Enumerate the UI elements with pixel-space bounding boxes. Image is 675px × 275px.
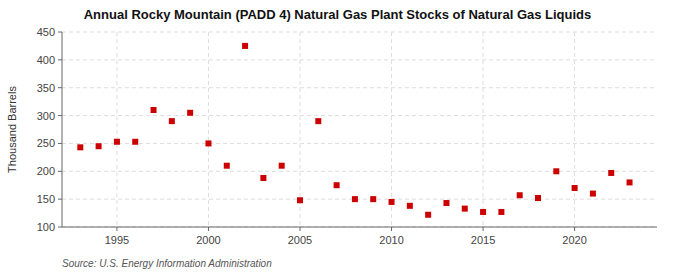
x-grid-line xyxy=(116,32,117,227)
x-tick-label: 1995 xyxy=(105,234,129,246)
point xyxy=(480,209,486,215)
y-axis-label: Thousand Barrels xyxy=(6,86,18,173)
point xyxy=(352,196,358,202)
points xyxy=(77,43,632,218)
point xyxy=(370,196,376,202)
point xyxy=(572,185,578,191)
chart-container: 100 150 200 250 300 350 400 450 1995 2000 2005 2010… xyxy=(0,0,675,275)
point xyxy=(425,212,431,218)
point xyxy=(315,118,321,124)
point xyxy=(96,143,102,149)
y-grid-line xyxy=(62,199,657,200)
point xyxy=(517,192,523,198)
point xyxy=(297,197,303,203)
y-grid-line xyxy=(62,171,657,172)
x-grid-line xyxy=(574,32,575,227)
y-grid-line xyxy=(62,32,657,33)
y-tick-label: 450 xyxy=(37,26,55,38)
y-grid-line xyxy=(62,115,657,116)
point xyxy=(132,139,138,145)
chart-svg: 100 150 200 250 300 350 400 450 1995 2000 2005 2010… xyxy=(0,0,675,275)
point xyxy=(279,163,285,169)
x-tick xyxy=(483,227,484,231)
point xyxy=(260,175,266,181)
x-tick xyxy=(574,227,575,231)
point xyxy=(608,170,614,176)
point xyxy=(205,140,211,146)
y-tick xyxy=(58,143,62,144)
point xyxy=(462,206,468,212)
x-axis-line xyxy=(62,227,657,228)
x-tick-label: 2015 xyxy=(471,234,495,246)
x-tick xyxy=(208,227,209,231)
y-tick-label: 350 xyxy=(37,82,55,94)
y-tick xyxy=(58,227,62,228)
y-tick xyxy=(58,199,62,200)
y-grid-line xyxy=(62,227,657,228)
y-tick-label: 150 xyxy=(37,193,55,205)
y-grid-line xyxy=(62,59,657,60)
point xyxy=(590,191,596,197)
y-tick xyxy=(58,115,62,116)
x-tick xyxy=(391,227,392,231)
point xyxy=(187,110,193,116)
x-tick xyxy=(300,227,301,231)
y-tick-label: 400 xyxy=(37,54,55,66)
y-tick xyxy=(58,171,62,172)
point xyxy=(242,43,248,49)
chart-title: Annual Rocky Mountain (PADD 4) Natural G… xyxy=(84,7,592,22)
y-tick xyxy=(58,59,62,60)
y-tick-label: 100 xyxy=(37,221,55,233)
x-tick-label: 2020 xyxy=(562,234,586,246)
point xyxy=(627,179,633,185)
point xyxy=(553,168,559,174)
y-tick xyxy=(58,87,62,88)
x-tick-label: 2000 xyxy=(196,234,220,246)
point xyxy=(535,195,541,201)
point xyxy=(114,139,120,145)
point xyxy=(151,107,157,113)
y-tick-label: 250 xyxy=(37,137,55,149)
x-grid-line xyxy=(208,32,209,227)
point xyxy=(77,144,83,150)
point xyxy=(334,182,340,188)
y-tick-label: 300 xyxy=(37,110,55,122)
plot-area xyxy=(62,32,657,227)
point xyxy=(224,163,230,169)
x-tick-label: 2010 xyxy=(379,234,403,246)
y-grid-line xyxy=(62,87,657,88)
x-tick xyxy=(116,227,117,231)
point xyxy=(169,118,175,124)
axes: 100 150 200 250 300 350 400 450 1995 2000 2005 2010… xyxy=(37,26,657,246)
point xyxy=(498,209,504,215)
y-axis-line xyxy=(62,32,63,227)
point xyxy=(443,200,449,206)
y-tick xyxy=(58,32,62,33)
point xyxy=(407,203,413,209)
x-grid-line xyxy=(483,32,484,227)
x-tick-label: 2005 xyxy=(288,234,312,246)
y-grid-line xyxy=(62,143,657,144)
point xyxy=(389,199,395,205)
source-note: Source: U.S. Energy Information Administ… xyxy=(62,258,272,269)
x-grid-line xyxy=(391,32,392,227)
grid xyxy=(62,32,657,227)
y-tick-label: 200 xyxy=(37,165,55,177)
